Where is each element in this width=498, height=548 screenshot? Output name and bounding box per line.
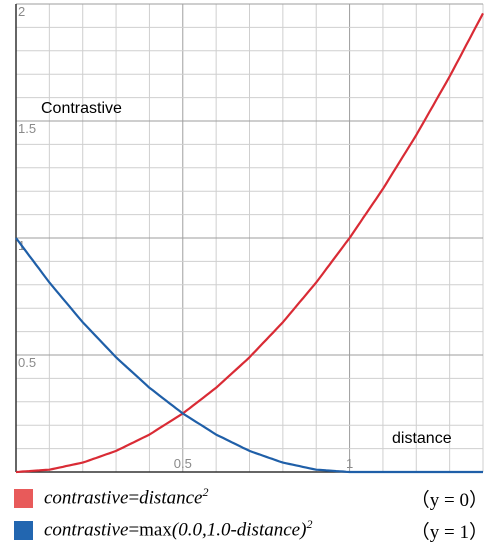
x-axis-label: distance <box>392 430 452 447</box>
legend-swatch-blue <box>14 521 33 540</box>
legend-item-blue: contrastive=max(0.0,1.0-distance)2 （y = … <box>14 515 494 543</box>
y-tick-label: 0.5 <box>18 355 36 370</box>
legend-item-red: contrastive=distance2 （y = 0） <box>14 483 494 511</box>
series-line-red <box>15 12 484 474</box>
grid <box>15 3 484 473</box>
legend-condition-red: （y = 0） <box>410 490 488 511</box>
x-tick-label: 0.5 <box>174 456 192 471</box>
series-lines <box>15 12 484 474</box>
y-axis-label: Contrastive <box>41 100 122 117</box>
legend-condition-blue: （y = 1） <box>410 522 488 543</box>
legend-formula-red: contrastive=distance2 <box>44 485 209 509</box>
legend-formula-blue: contrastive=max(0.0,1.0-distance)2 <box>44 517 313 541</box>
y-tick-label: 2 <box>18 4 25 19</box>
x-tick-label: 1 <box>346 456 353 471</box>
legend-swatch-red <box>14 489 33 508</box>
chart: 0.511.520.5 1 Contrastive distance <box>15 3 484 474</box>
y-tick-label: 1.5 <box>18 121 36 136</box>
series-line-blue <box>15 237 483 474</box>
